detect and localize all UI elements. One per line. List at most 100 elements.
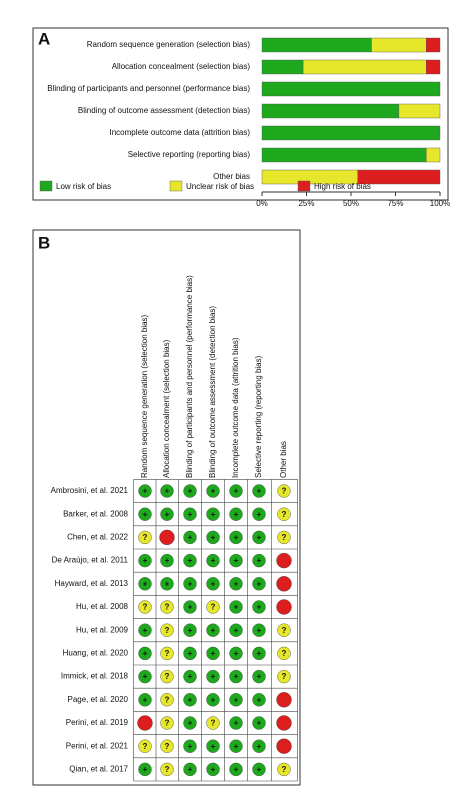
- bar-segment: [398, 103, 441, 119]
- study-label: Perini, et al. 2019: [66, 718, 129, 727]
- judgement-symbol: +: [143, 556, 148, 565]
- x-tick-label: 50%: [343, 199, 359, 208]
- judgement-symbol: +: [188, 742, 193, 751]
- judgement-symbol: +: [165, 556, 170, 565]
- judgement-symbol: ?: [282, 533, 287, 542]
- study-label: Qian, et al. 2017: [69, 765, 128, 774]
- judgement-symbol: ?: [143, 603, 148, 612]
- judgement-dot: [206, 484, 220, 498]
- judgement-symbol: ?: [165, 695, 170, 704]
- judgement-dot: [252, 507, 266, 521]
- judgement-dot: [229, 577, 243, 591]
- bar-segment: [261, 125, 441, 141]
- judgement-dot: [206, 762, 220, 777]
- judgement-symbol: ?: [282, 649, 287, 658]
- judgement-symbol: +: [234, 649, 239, 658]
- judgement-dot: [277, 669, 291, 684]
- x-tick-label: 75%: [387, 199, 403, 208]
- judgement-symbol: +: [143, 510, 148, 519]
- judgement-dot: [229, 669, 243, 684]
- judgement-dot: [183, 762, 197, 777]
- judgement-dot: [183, 646, 197, 661]
- judgement-symbol: +: [211, 556, 216, 565]
- judgement-dot: [276, 599, 292, 615]
- judgement-dot: [276, 552, 292, 569]
- bar-segment: [261, 147, 427, 163]
- judgement-symbol: +: [234, 510, 239, 519]
- judgement-dot: [229, 553, 243, 568]
- column-header: Blinding of outcome assessment (detectio…: [208, 306, 217, 478]
- judgement-symbol: +: [188, 765, 193, 774]
- judgement-symbol: ?: [282, 765, 287, 774]
- study-label: Hu, et al. 2009: [76, 625, 129, 634]
- judgement-symbol: +: [188, 487, 193, 496]
- judgement-dot: [183, 530, 197, 545]
- x-tick-label: 0%: [256, 199, 268, 208]
- judgement-dot: [252, 716, 266, 730]
- judgement-dot: [183, 739, 197, 753]
- judgement-symbol: +: [211, 579, 216, 588]
- judgement-symbol: +: [257, 579, 262, 588]
- judgement-symbol: +: [165, 510, 170, 519]
- legend-swatch: [39, 180, 53, 192]
- judgement-dot: [160, 646, 174, 661]
- judgement-dot: [229, 693, 243, 707]
- judgement-symbol: ?: [165, 626, 170, 635]
- judgement-dot: [138, 553, 152, 568]
- judgement-dot: [160, 669, 174, 684]
- study-label: De Araújo, et al. 2011: [52, 556, 129, 565]
- judgement-symbol: ?: [165, 672, 170, 681]
- judgement-dot: [252, 762, 266, 777]
- panel-a-frame: [32, 27, 449, 201]
- column-header: Incomplete outcome data (attrition bias): [231, 337, 240, 478]
- legend-label: High risk of bias: [314, 182, 371, 191]
- judgement-symbol: +: [188, 603, 193, 612]
- judgement-dot: [138, 669, 152, 684]
- judgement-symbol: +: [234, 533, 239, 542]
- judgement-symbol: +: [257, 603, 262, 612]
- judgement-dot: [229, 484, 243, 498]
- bar-segment: [261, 37, 372, 53]
- category-label: Random sequence generation (selection bi…: [87, 40, 251, 49]
- judgement-symbol: +: [165, 579, 170, 588]
- judgement-symbol: +: [234, 603, 239, 612]
- judgement-symbol: +: [188, 649, 193, 658]
- x-tick-label: 25%: [298, 199, 314, 208]
- bar-segment: [357, 169, 441, 185]
- judgement-dot: [229, 716, 243, 730]
- judgement-symbol: ?: [211, 719, 216, 728]
- judgement-symbol: +: [234, 719, 239, 728]
- judgement-dot: [276, 738, 292, 754]
- legend-swatch: [169, 180, 183, 192]
- study-label: Chen, et al. 2022: [67, 533, 128, 542]
- judgement-dot: [138, 577, 152, 591]
- category-label: Allocation concealment (selection bias): [112, 62, 251, 71]
- judgement-dot: [183, 693, 197, 707]
- judgement-dot: [160, 693, 174, 707]
- judgement-dot: [277, 646, 291, 661]
- judgement-dot: [277, 484, 291, 498]
- judgement-dot: [229, 646, 243, 661]
- column-header: Selective reporting (reporting bias): [254, 355, 263, 478]
- judgement-dot: [277, 530, 291, 545]
- bar-segment: [426, 59, 441, 75]
- study-label: Hu, et al. 2008: [76, 602, 129, 611]
- judgement-symbol: +: [257, 742, 262, 751]
- panel-b-frame: [32, 229, 301, 786]
- judgement-symbol: +: [257, 556, 262, 565]
- judgement-symbol: +: [143, 672, 148, 681]
- judgement-dot: [138, 507, 152, 521]
- judgement-dot: [138, 762, 152, 777]
- judgement-dot: [138, 484, 152, 498]
- judgement-symbol: +: [234, 487, 239, 496]
- judgement-dot: [160, 739, 174, 753]
- judgement-symbol: +: [234, 626, 239, 635]
- judgement-dot: [229, 600, 243, 614]
- study-label: Barker, et al. 2008: [63, 509, 128, 518]
- judgement-symbol: ?: [165, 649, 170, 658]
- study-label: Perini, et al. 2021: [66, 741, 129, 750]
- judgement-symbol: +: [234, 672, 239, 681]
- study-label: Page, et al. 2020: [68, 695, 129, 704]
- judgement-symbol: +: [211, 649, 216, 658]
- category-label: Other bias: [213, 172, 250, 181]
